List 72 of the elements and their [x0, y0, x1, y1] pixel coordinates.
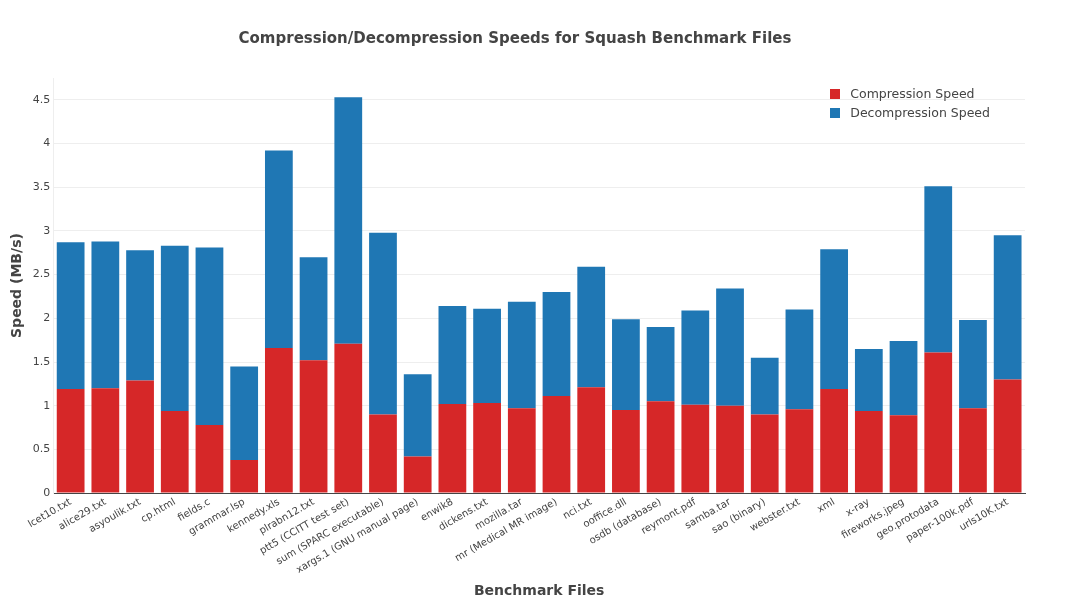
bar	[646, 327, 675, 402]
bar	[577, 387, 606, 493]
bar	[299, 360, 328, 493]
y-tick-label: 3.5	[32, 180, 51, 194]
bar	[646, 401, 675, 493]
legend-label: Compression Speed	[850, 85, 975, 103]
y-tick-label: 1.5	[32, 354, 51, 368]
bar	[507, 301, 536, 409]
y-tick-label: 1	[43, 398, 51, 412]
bar	[473, 403, 501, 493]
bar	[507, 408, 536, 493]
y-tick-label: 2.5	[32, 267, 51, 281]
x-axis-title: Benchmark Files	[473, 582, 605, 599]
legend-label: Decompression Speed	[850, 104, 990, 122]
bar	[91, 241, 120, 389]
bar	[959, 320, 987, 409]
bar	[230, 459, 259, 493]
bar	[160, 245, 189, 411]
bar	[195, 424, 224, 493]
bar	[299, 257, 328, 361]
bar	[334, 343, 363, 493]
y-tick-label: 4	[43, 136, 51, 150]
bar	[369, 232, 397, 415]
bar	[126, 250, 154, 381]
bar	[785, 309, 814, 410]
bar	[854, 410, 883, 493]
bar	[993, 379, 1022, 493]
bar	[959, 408, 987, 493]
bar	[56, 389, 85, 493]
bar	[924, 352, 953, 493]
bar	[681, 404, 710, 493]
bar	[577, 266, 606, 388]
y-tick-label: 3	[43, 223, 51, 237]
bar	[403, 456, 432, 493]
bar	[126, 380, 154, 493]
bar	[160, 410, 189, 493]
y-tick-label: 4.5	[32, 92, 51, 106]
bar	[334, 97, 363, 344]
bar	[924, 186, 953, 353]
bar	[716, 405, 744, 493]
x-tick-label: xml	[814, 495, 837, 515]
bar	[195, 247, 224, 425]
bar	[993, 235, 1022, 380]
y-tick-label: 0	[43, 485, 51, 499]
chart-title: Compression/Decompression Speeds for Squash Benchmark Files	[238, 28, 792, 47]
bar	[785, 409, 814, 493]
bar	[681, 310, 710, 405]
bar	[264, 150, 293, 349]
bar	[889, 415, 918, 493]
bar	[750, 357, 779, 415]
bar	[438, 306, 467, 404]
bar	[612, 410, 640, 493]
bar	[889, 341, 918, 416]
bar	[230, 366, 259, 460]
bar	[264, 348, 293, 493]
y-tick-label: 0.5	[32, 442, 51, 456]
bar	[750, 414, 779, 493]
bar	[854, 348, 883, 411]
y-tick-label: 2	[43, 311, 51, 325]
bar	[473, 308, 501, 404]
bar	[542, 292, 571, 397]
bar	[56, 242, 85, 390]
bar	[403, 374, 432, 457]
bar	[542, 396, 571, 493]
y-axis-title: Speed (MB/s)	[8, 233, 25, 338]
bar	[612, 319, 640, 411]
bar	[716, 288, 744, 406]
bar	[91, 388, 120, 493]
bar	[820, 249, 849, 390]
bar	[820, 389, 849, 493]
bar	[438, 403, 467, 493]
bar	[369, 414, 397, 493]
